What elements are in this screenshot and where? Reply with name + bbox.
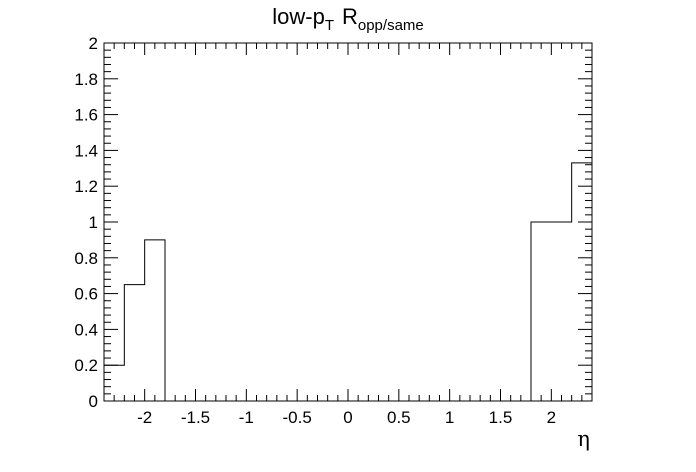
x-axis-ticks: [103, 43, 593, 401]
y-tick-label: 0.6: [74, 285, 98, 304]
chart-title: low-pT Ropp/same: [272, 4, 424, 34]
y-tick-label: 1.8: [74, 70, 98, 89]
title-main: low-p: [272, 4, 325, 29]
y-tick-label: 2: [89, 34, 98, 53]
x-tick-label: 2: [547, 408, 556, 427]
x-tick-label: 0.5: [387, 408, 411, 427]
y-axis-tick-labels: 0 0.2 0.4 0.6 0.8 1 1.2 1.4 1.6 1.8 2: [74, 34, 98, 411]
x-tick-label: 0: [343, 408, 352, 427]
histogram-series-line: [104, 162, 592, 402]
x-axis-tick-labels: -2 -1.5 -1 -0.5 0 0.5 1 1.5 2: [137, 408, 556, 427]
y-tick-label: 0.2: [74, 356, 98, 375]
y-tick-label: 0.4: [74, 320, 98, 339]
y-tick-label: 0: [89, 392, 98, 411]
x-axis-label: η: [577, 427, 590, 451]
y-tick-label: 1: [89, 213, 98, 232]
y-tick-label: 1.6: [74, 106, 98, 125]
y-axis-ticks: [104, 42, 592, 402]
title-symbol: R: [342, 4, 358, 29]
x-tick-label: -1.5: [181, 408, 210, 427]
title-symbol-subscript: opp/same: [358, 17, 424, 34]
x-tick-label: 1: [445, 408, 454, 427]
title-main-subscript: T: [325, 17, 334, 34]
x-tick-label: -0.5: [283, 408, 312, 427]
x-tick-label: -2: [137, 408, 152, 427]
y-tick-label: 1.2: [74, 177, 98, 196]
plot-frame: [103, 42, 593, 402]
y-tick-label: 0.8: [74, 249, 98, 268]
x-tick-label: -1: [239, 408, 254, 427]
y-tick-label: 1.4: [74, 141, 98, 160]
x-tick-label: 1.5: [489, 408, 513, 427]
